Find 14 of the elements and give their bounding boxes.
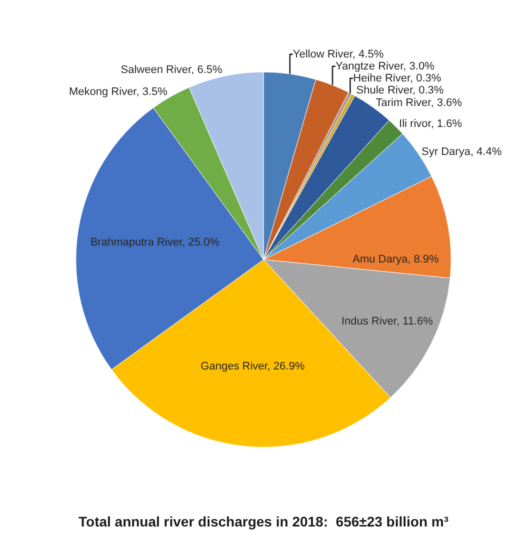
slice-label: Salween River, 6.5% [120,64,222,76]
slice-label: Ili rivor, 1.6% [399,118,462,130]
slice-label: Heihe River, 0.3% [353,72,442,84]
slice-label: Shule River, 0.3% [356,84,444,96]
slice-label: Mekong River, 3.5% [68,86,168,98]
slice-label: Indus River, 11.6% [341,315,434,328]
slice-label: Yangtze River, 3.0% [335,60,435,72]
text: Total annual river discharges in 2018: 656±23 billion m³ [78,514,449,530]
slice-label: Ganges River, 26.9% [200,360,305,372]
slice-label: Brahmaputra River, 25.0% [90,236,220,248]
slice-label: Syr Darya, 4.4% [422,146,502,158]
slice-label: Amu Darya, 8.9% [352,254,440,266]
slice-label: Tarim River, 3.6% [376,97,462,110]
slice-label: Yellow River, 4.5% [292,48,384,60]
